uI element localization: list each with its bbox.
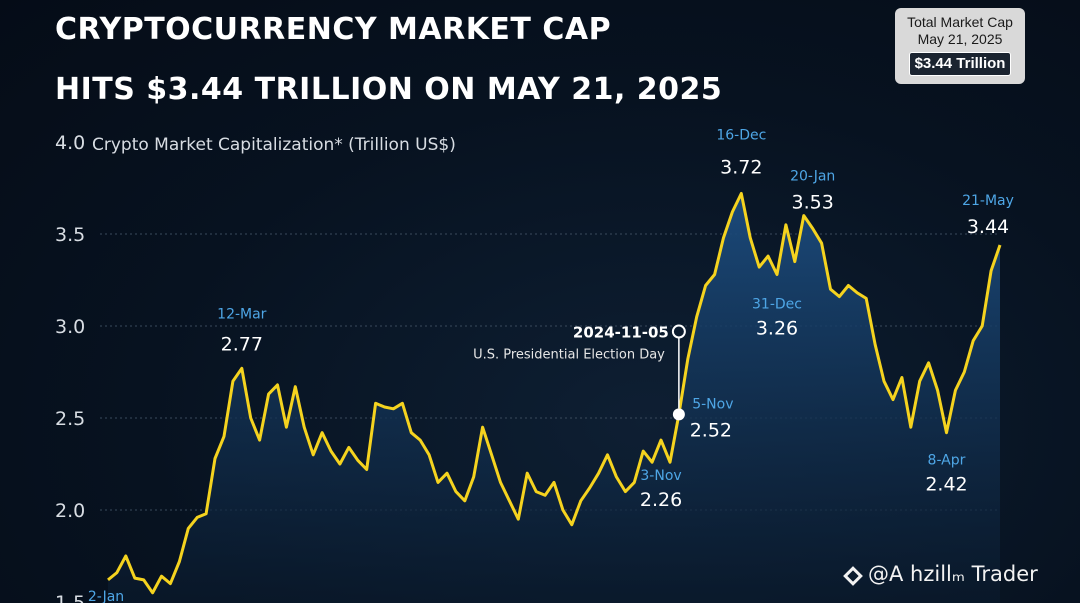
y-axis-label: Crypto Market Capitalization* (Trillion …: [92, 135, 456, 155]
annotation-date: 21-May: [962, 193, 1014, 209]
annotation-value: 2.42: [925, 474, 967, 496]
y-tick-label: 2.5: [55, 408, 85, 430]
annotation-value: 3.44: [967, 216, 1009, 238]
badge-label: Total Market Cap: [907, 14, 1013, 30]
event-date: 2024-11-05: [573, 324, 669, 342]
annotation-date: 2-Jan: [88, 589, 124, 603]
event-point-marker: [672, 408, 685, 421]
annotation-value: 2.26: [640, 489, 682, 511]
y-axis-ticks: 1.5 2.0 2.5 3.0 3.5 4.0: [55, 132, 85, 603]
election-event-marker: 2024-11-05 U.S. Presidential Election Day: [473, 324, 686, 421]
watermark: @A hzillₘ Trader: [843, 562, 1038, 586]
chart-title: CRYPTOCURRENCY MARKET CAP HITS $3.44 TRI…: [55, 0, 722, 120]
y-tick-label: 1.5: [55, 592, 85, 603]
total-market-cap-badge: Total Market Cap May 21, 2025 $3.44 Tril…: [895, 8, 1025, 84]
title-line-1: CRYPTOCURRENCY MARKET CAP: [55, 12, 612, 47]
annotation-date: 5-Nov: [692, 396, 733, 412]
event-label: U.S. Presidential Election Day: [473, 348, 665, 363]
market-cap-line: [107, 192, 1002, 595]
annotation-value: 3.53: [792, 191, 834, 213]
event-ring-marker: [671, 324, 686, 339]
market-cap-area: [108, 193, 1000, 603]
annotation-value: 3.72: [720, 157, 762, 179]
title-line-2: HITS $3.44 TRILLION ON MAY 21, 2025: [55, 72, 723, 107]
y-tick-label: 3.0: [55, 316, 85, 338]
badge-value: $3.44 Trillion: [908, 52, 1012, 76]
annotation-date: 31-Dec: [752, 296, 802, 312]
annotation-date: 16-Dec: [716, 128, 766, 144]
annotation-value: 3.26: [756, 317, 798, 339]
annotation-date: 20-Jan: [790, 168, 835, 184]
annotation-date: 8-Apr: [928, 453, 966, 469]
annotation-value: 2.52: [690, 419, 732, 441]
watermark-text: @A hzillₘ Trader: [868, 562, 1038, 586]
data-annotations: 2-Jan 12-Mar 2.77 3-Nov 2.26 5-Nov 2.52 16-Dec 3…: [88, 128, 1014, 603]
annotation-value: 2.77: [221, 333, 263, 355]
annotation-date: 3-Nov: [640, 468, 681, 484]
y-tick-label: 2.0: [55, 500, 85, 522]
y-tick-label: 4.0: [55, 132, 85, 154]
brand-diamond-icon: [843, 566, 863, 586]
y-tick-label: 3.5: [55, 224, 85, 246]
annotation-date: 12-Mar: [217, 306, 267, 322]
badge-date: May 21, 2025: [917, 31, 1003, 47]
